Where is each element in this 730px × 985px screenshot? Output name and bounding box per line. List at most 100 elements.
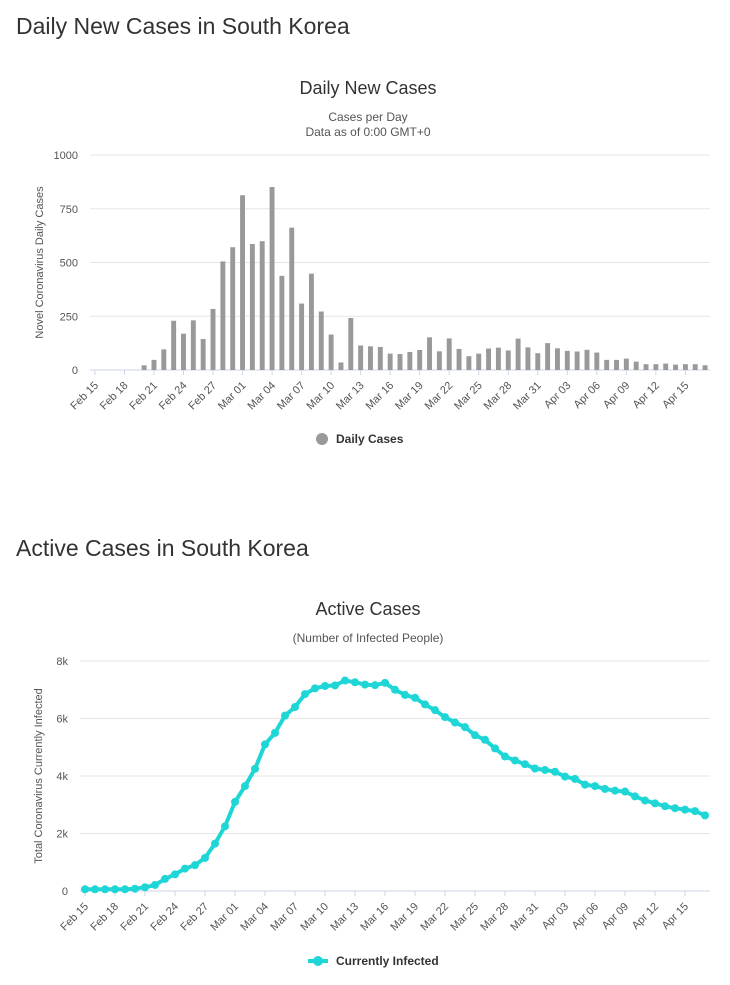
- legend-label: Daily Cases: [336, 432, 404, 446]
- data-point: [261, 740, 269, 749]
- bar: [584, 349, 590, 370]
- data-point: [81, 885, 89, 894]
- bar: [702, 365, 708, 370]
- data-point: [151, 880, 159, 889]
- data-point: [141, 883, 149, 892]
- data-point: [501, 752, 509, 761]
- daily-cases-heading: Daily New Cases in South Korea: [16, 13, 350, 39]
- x-tick-label: Feb 21: [118, 901, 151, 934]
- data-point: [561, 772, 569, 781]
- bar: [564, 350, 570, 370]
- x-tick-label: Mar 10: [305, 380, 338, 413]
- x-tick-label: Feb 18: [88, 901, 121, 934]
- bar: [220, 261, 226, 370]
- data-point: [241, 782, 249, 791]
- data-point: [281, 711, 289, 720]
- bar: [545, 343, 551, 370]
- data-point: [471, 731, 479, 740]
- data-point: [271, 728, 279, 737]
- data-point: [341, 676, 349, 685]
- x-tick-label: Mar 22: [418, 901, 451, 934]
- data-point: [571, 774, 579, 783]
- data-point: [691, 807, 699, 816]
- bar: [249, 244, 255, 370]
- y-tick-label: 0: [62, 886, 68, 898]
- bar: [358, 345, 364, 370]
- bar: [259, 241, 265, 370]
- y-tick-label: 6k: [56, 714, 68, 726]
- bar: [387, 353, 393, 370]
- data-point: [661, 802, 669, 811]
- x-tick-label: Mar 31: [508, 901, 541, 934]
- data-point: [551, 767, 559, 776]
- bar: [466, 356, 472, 370]
- x-tick-label: Mar 13: [328, 901, 361, 934]
- bar: [269, 187, 275, 370]
- bar: [633, 361, 639, 370]
- y-tick-label: 500: [60, 258, 78, 270]
- data-point: [671, 804, 679, 813]
- x-tick-label: Apr 03: [542, 380, 573, 411]
- bar: [486, 348, 492, 370]
- x-tick-label: Mar 07: [268, 901, 301, 934]
- data-point: [681, 805, 689, 814]
- chart-title: Daily New Cases: [299, 78, 436, 98]
- bar: [436, 351, 442, 370]
- data-point: [131, 884, 139, 893]
- x-tick-label: Feb 18: [98, 380, 131, 413]
- data-point: [291, 703, 299, 711]
- data-point: [121, 885, 129, 894]
- chart-subtitle: (Number of Infected People): [293, 631, 444, 645]
- data-point: [191, 861, 199, 870]
- data-point: [221, 822, 229, 831]
- data-point: [321, 682, 329, 691]
- bar: [663, 363, 669, 370]
- active-cases-chart: Active Cases (Number of Infected People) 0…: [33, 599, 710, 968]
- bar: [190, 320, 196, 370]
- data-point: [431, 706, 439, 715]
- data-point: [491, 744, 499, 753]
- data-point: [591, 782, 599, 791]
- y-tick-label: 4k: [56, 771, 68, 783]
- chart-subtitle: Cases per Day: [328, 110, 407, 124]
- x-tick-label: Apr 15: [660, 901, 691, 932]
- x-tick-label: Apr 12: [631, 380, 662, 411]
- y-tick-label: 750: [60, 204, 78, 216]
- bar: [397, 354, 403, 370]
- bar: [673, 364, 679, 370]
- data-point: [361, 680, 369, 689]
- bar: [210, 308, 216, 370]
- bar: [348, 317, 354, 370]
- x-tick-label: Mar 25: [452, 380, 485, 413]
- legend-label: Currently Infected: [336, 954, 439, 968]
- bar: [692, 364, 698, 370]
- bar: [368, 346, 373, 370]
- data-point: [451, 718, 459, 727]
- bar: [594, 352, 600, 370]
- data-point: [91, 885, 99, 894]
- x-tick-label: Mar 13: [334, 380, 367, 413]
- data-point: [541, 765, 549, 774]
- x-tick-label: Mar 28: [478, 901, 511, 934]
- data-point: [481, 735, 489, 744]
- data-point: [371, 681, 379, 690]
- data-point: [251, 764, 259, 773]
- bar: [328, 334, 334, 370]
- bar: [141, 365, 147, 370]
- bar: [427, 337, 432, 370]
- chart-subtitle: Data as of 0:00 GMT+0: [305, 125, 430, 139]
- y-tick-label: 250: [60, 311, 78, 323]
- x-tick-label: Mar 19: [388, 901, 421, 934]
- x-tick-label: Mar 22: [423, 380, 456, 413]
- y-axis-label: Total Coronavirus Currently Infected: [33, 688, 45, 863]
- bar: [623, 358, 629, 370]
- y-tick-label: 8k: [56, 656, 68, 668]
- x-tick-label: Feb 24: [148, 901, 181, 934]
- bar: [505, 350, 511, 370]
- bar: [289, 227, 295, 370]
- bar: [535, 353, 541, 370]
- bar: [151, 359, 157, 370]
- data-point: [611, 786, 619, 795]
- bar: [417, 350, 423, 370]
